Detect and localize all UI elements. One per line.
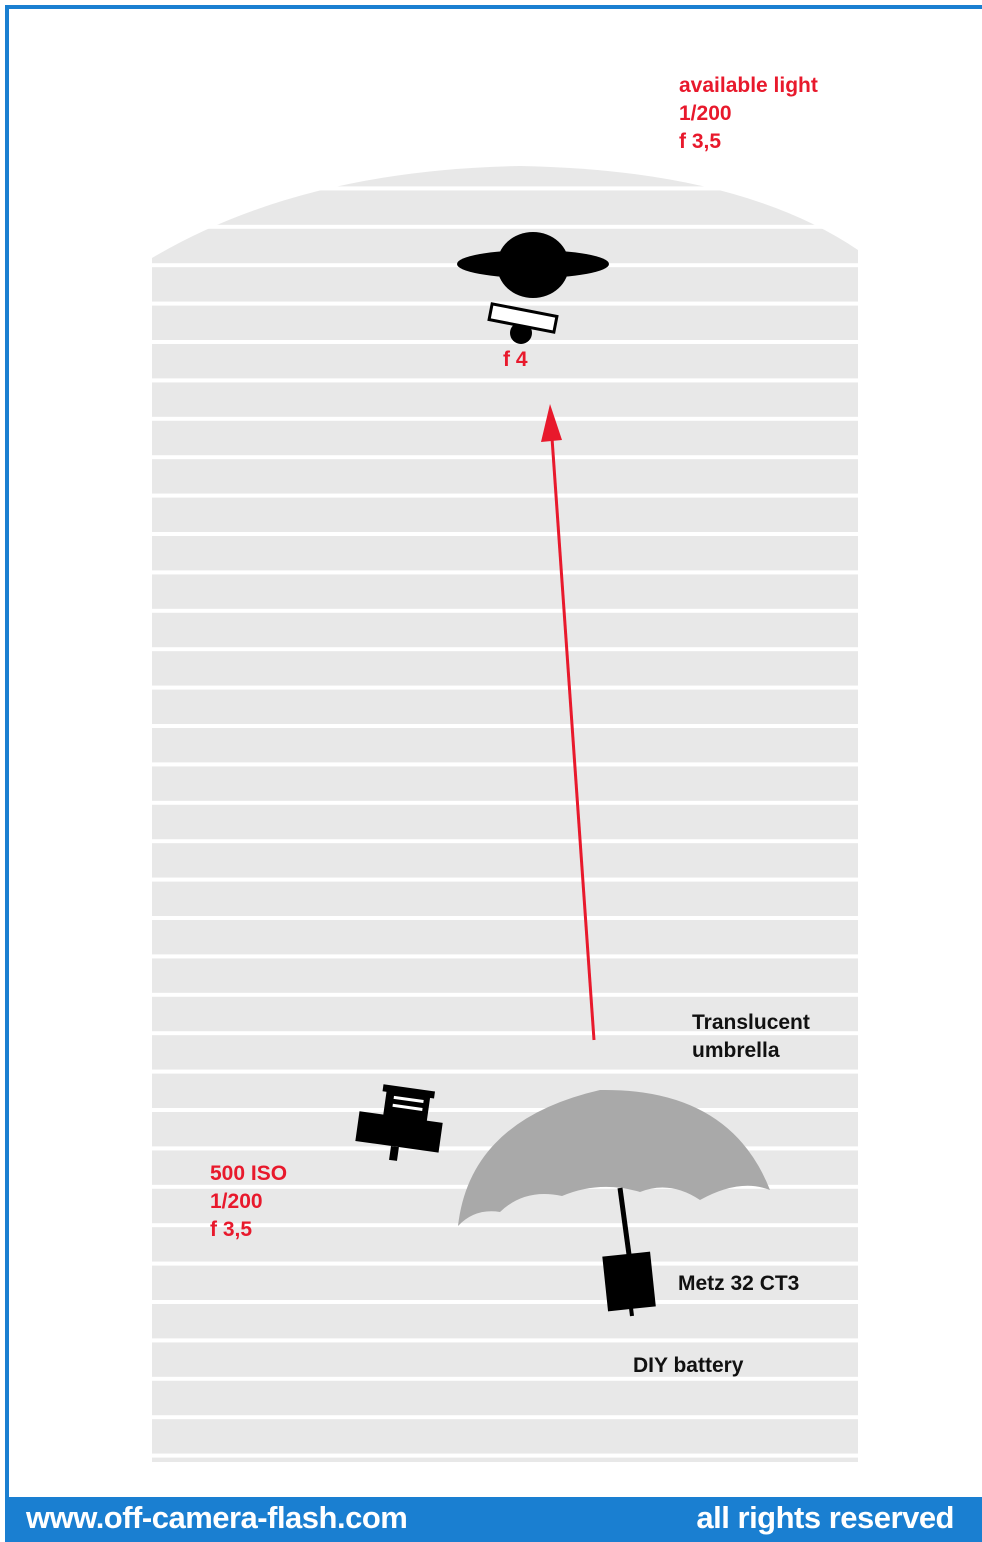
umbrella-line-1: Translucent <box>692 1011 810 1034</box>
battery-label: DIY battery <box>633 1354 744 1377</box>
camera-shutter: 1/200 <box>210 1190 263 1213</box>
floor-stripe <box>152 843 858 878</box>
rights-text: all rights reserved <box>696 1500 954 1535</box>
floor-stripe <box>152 1380 858 1416</box>
floor-stripe <box>152 1073 858 1108</box>
floor-stripe <box>152 1304 858 1339</box>
floor-stripe <box>152 689 858 724</box>
floor-stripe <box>152 1265 858 1300</box>
camera-settings-label: 500 ISO 1/200 f 3,5 <box>210 1160 287 1244</box>
website-link[interactable]: www.off-camera-flash.com <box>26 1500 408 1535</box>
left-border <box>5 5 9 1497</box>
floor-stripe <box>152 166 858 187</box>
light-arrow <box>541 404 596 1041</box>
floor-stripe <box>152 920 858 955</box>
floor-stripe <box>152 728 858 763</box>
floor-stripe <box>152 190 858 225</box>
floor-stripe <box>152 958 858 993</box>
floor-stripe <box>152 996 858 1032</box>
floor-stripe <box>152 382 858 417</box>
flash-icon <box>602 1251 656 1317</box>
floor-stripe <box>152 459 858 494</box>
camera-icon <box>355 1084 443 1161</box>
top-border <box>5 5 982 9</box>
footer-bar <box>5 1497 982 1542</box>
floor-stripe <box>152 1457 858 1462</box>
umbrella-icon <box>458 1089 770 1263</box>
floor-stripe <box>152 804 858 840</box>
flash-label: Metz 32 CT3 <box>678 1272 800 1295</box>
floor-stripe <box>152 574 858 609</box>
floor-stripe <box>152 1342 858 1377</box>
ambient-line-2: 1/200 <box>679 102 732 125</box>
camera-aperture: f 3,5 <box>210 1218 253 1241</box>
ambient-label: available light 1/200 f 3,5 <box>679 72 818 156</box>
ambient-line-3: f 3,5 <box>679 130 722 153</box>
floor-stripe <box>152 344 858 379</box>
floor-stripe <box>152 612 858 648</box>
floor-stripe <box>152 1035 858 1070</box>
umbrella-label: Translucent umbrella <box>692 1009 810 1065</box>
floor-stripe <box>152 1227 858 1262</box>
floor-stripe <box>152 536 858 571</box>
floor-stripe <box>152 1419 858 1454</box>
light-meter-icon <box>487 302 559 334</box>
camera-iso: 500 ISO <box>210 1162 288 1185</box>
subject-aperture-label: f 4 <box>503 348 528 371</box>
floor-stripe <box>152 420 858 456</box>
umbrella-line-2: umbrella <box>692 1039 780 1062</box>
floor-stripe <box>152 881 858 916</box>
ambient-line-1: available light <box>679 74 818 97</box>
floor-stripe <box>152 651 858 686</box>
floor-stripe <box>152 497 858 532</box>
floor-stripe <box>152 766 858 801</box>
